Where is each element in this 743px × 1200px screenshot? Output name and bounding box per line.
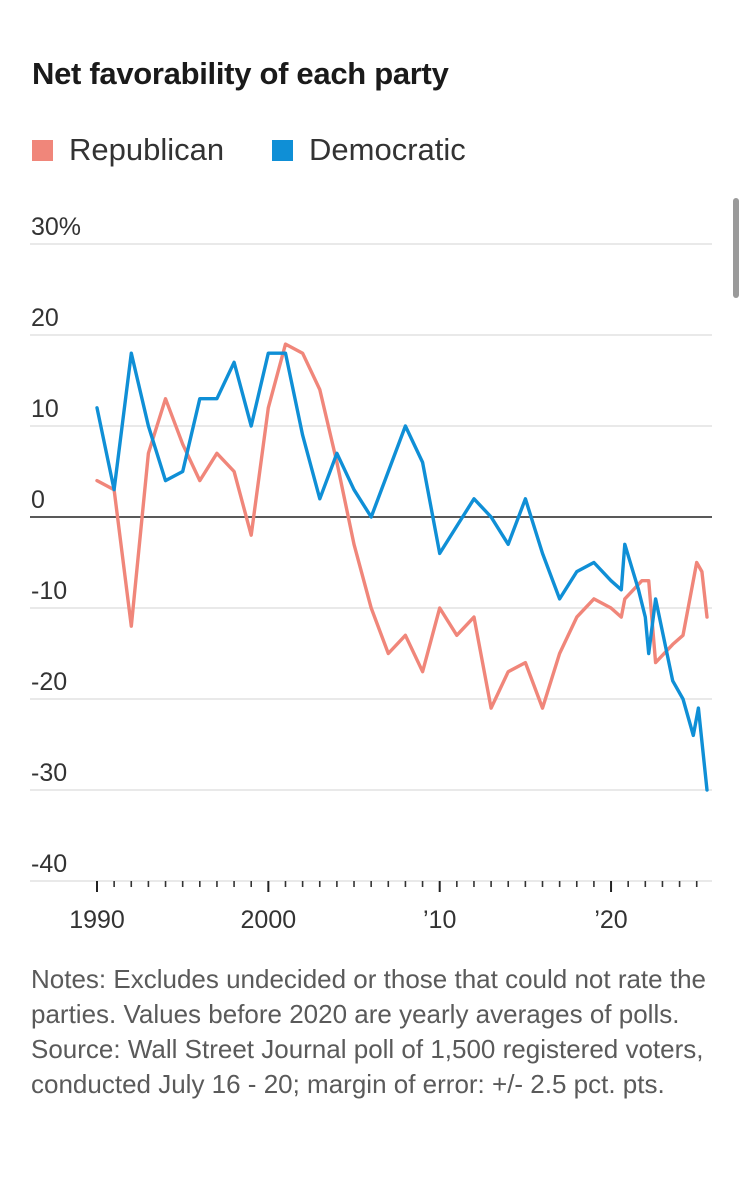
series-line-democratic xyxy=(95,351,709,792)
x-tick-label: 2000 xyxy=(241,906,297,934)
source-text: Source: Wall Street Journal poll of 1,50… xyxy=(31,1034,704,1099)
y-tick-label: -30 xyxy=(31,759,67,787)
legend-label-democratic: Democratic xyxy=(309,132,466,167)
y-tick-label: 20 xyxy=(31,304,59,332)
legend-label-republican: Republican xyxy=(69,132,225,167)
legend-item-republican: Republican xyxy=(32,132,224,168)
notes-block: Notes: Excludes undecided or those that … xyxy=(31,962,711,1102)
chart-title: Net favorability of each party xyxy=(32,56,449,91)
legend-item-democratic: Democratic xyxy=(272,132,466,168)
y-tick-label: -20 xyxy=(31,668,67,696)
y-tick-label: 0 xyxy=(31,486,45,514)
x-tick-label: ’20 xyxy=(594,906,627,934)
series-line-republican xyxy=(95,342,709,710)
y-tick-label: 10 xyxy=(31,395,59,423)
scrollbar[interactable] xyxy=(733,198,739,298)
notes-text: Notes: Excludes undecided or those that … xyxy=(31,964,706,1029)
legend-swatch-republican xyxy=(32,139,53,161)
y-tick-label: -10 xyxy=(31,577,67,605)
y-tick-label: 30% xyxy=(31,213,81,241)
x-tick-label: ’10 xyxy=(423,906,456,934)
legend-swatch-democratic xyxy=(272,139,293,161)
y-tick-label: -40 xyxy=(31,850,67,878)
x-tick-label: 1990 xyxy=(69,906,125,934)
